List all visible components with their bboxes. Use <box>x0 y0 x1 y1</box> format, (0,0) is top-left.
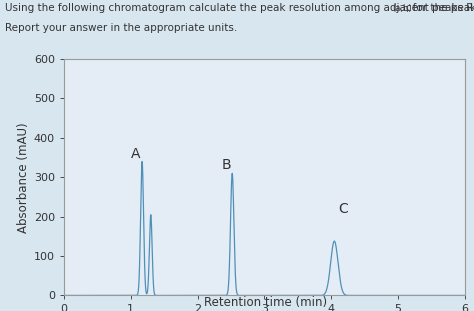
Text: (a,b): (a,b) <box>392 4 412 13</box>
Text: Using the following chromatogram calculate the peak resolution among adjacent pe: Using the following chromatogram calcula… <box>5 3 473 13</box>
Text: Report your answer in the appropriate units.: Report your answer in the appropriate un… <box>5 23 237 33</box>
Text: B: B <box>221 158 231 172</box>
Text: A: A <box>131 146 141 160</box>
Y-axis label: Absorbance (mAU): Absorbance (mAU) <box>17 122 30 233</box>
Text: C: C <box>338 202 348 216</box>
Text: Retention time (min): Retention time (min) <box>204 296 327 309</box>
Text: , for the peaks A, B.: , for the peaks A, B. <box>406 3 474 13</box>
